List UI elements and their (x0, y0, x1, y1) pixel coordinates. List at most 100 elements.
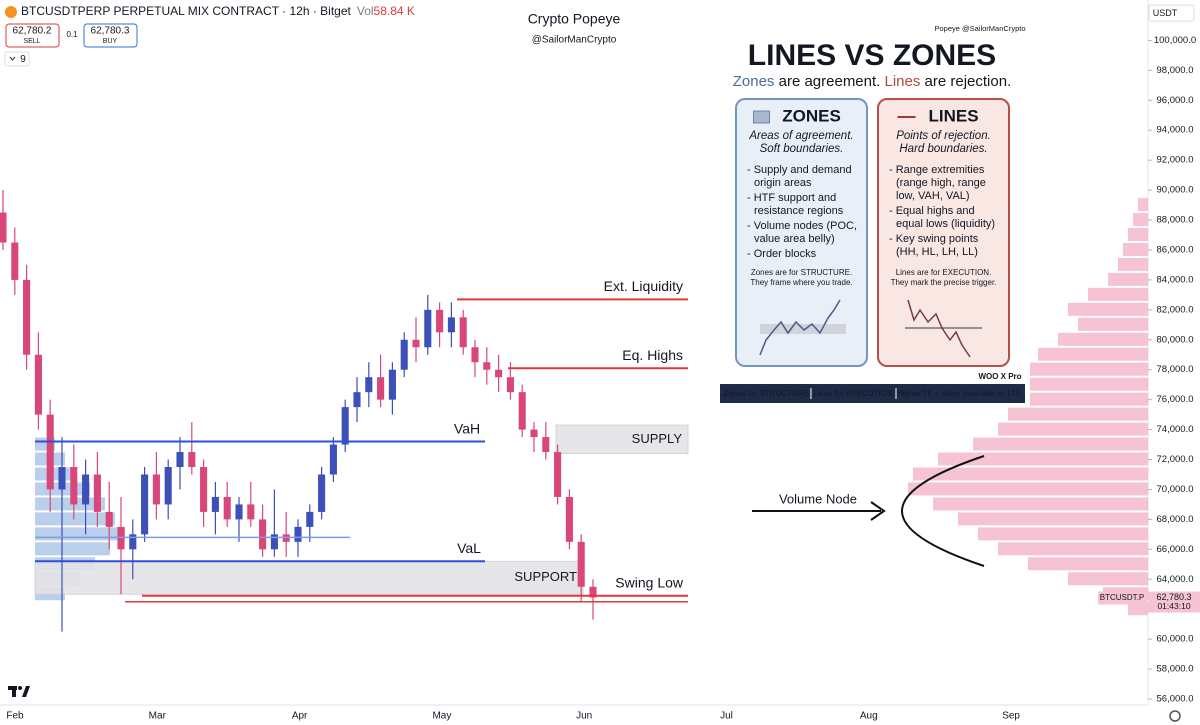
card (877, 98, 1010, 367)
logo-part (12, 686, 16, 697)
x-tick-label: Apr (292, 711, 308, 722)
card-tagline: Hard boundaries. (899, 143, 987, 155)
chevron (9, 56, 16, 61)
card-tagline: Soft boundaries. (760, 143, 844, 155)
profile-bar (908, 482, 1148, 496)
tv-logo (8, 686, 30, 697)
profile-bar (1118, 257, 1148, 271)
card-bullet: resistance regions (754, 205, 844, 217)
candle-body (34, 354, 42, 415)
profile-bar (998, 542, 1148, 556)
candle-body (188, 452, 196, 468)
indicator-toggle[interactable] (4, 51, 30, 67)
candle-body (388, 369, 396, 400)
sell-label: SELL (23, 38, 40, 45)
candle-body (141, 474, 149, 535)
y-tick-label: 84,000.0 (1157, 274, 1194, 285)
y-tick-label: 88,000.0 (1157, 215, 1194, 226)
candle-body (471, 347, 479, 363)
x-tick-label: Aug (860, 711, 878, 722)
buy-price: 62,780.3 (91, 26, 130, 37)
x-tick-label: Sep (1002, 711, 1020, 722)
card-bullet: - Order blocks (747, 248, 817, 260)
profile-bar (1088, 287, 1148, 301)
card-footer: Zones are for STRUCTURE. (751, 268, 852, 277)
candle-body (400, 339, 408, 370)
card-title: LINES (928, 106, 978, 125)
x-tick-label: May (432, 711, 451, 722)
candle-body (542, 437, 550, 453)
candle-body (259, 519, 267, 550)
candle-body (164, 467, 172, 505)
sell-button[interactable] (5, 23, 60, 48)
x-tick-label: Mar (149, 711, 167, 722)
card (735, 98, 868, 367)
infographic-title: LINES VS ZONES (748, 39, 996, 72)
y-tick-label: 64,000.0 (1157, 574, 1194, 585)
profile-bar (1123, 242, 1148, 256)
candle-body (412, 339, 420, 348)
candle-body (294, 526, 302, 542)
zone (34, 560, 584, 595)
y-tick-label: 78,000.0 (1157, 364, 1194, 375)
y-tick-label: 82,000.0 (1157, 304, 1194, 315)
profile-bar (35, 512, 115, 526)
x-tick-label: Jun (576, 711, 592, 722)
sketch-price (759, 299, 841, 356)
candle-body (365, 377, 373, 393)
card-bullet: value area belly) (754, 233, 835, 245)
zone (555, 424, 689, 455)
y-tick-label: 100,000.0 (1154, 35, 1196, 46)
card-bullet: - Volume nodes (POC, (747, 220, 857, 232)
candle-body (589, 586, 597, 598)
card-bullet: - Key swing points (889, 233, 979, 245)
y-tick-label: 56,000.0 (1157, 694, 1194, 705)
candle-body (11, 242, 19, 280)
candle-body (447, 317, 455, 333)
profile-bar (1068, 302, 1148, 316)
price-tag-text: 62,780.3 (1156, 592, 1191, 602)
candle-body (318, 474, 326, 512)
candle-body (23, 279, 31, 355)
candle-body (495, 369, 503, 378)
candle-body (46, 414, 54, 490)
candle-body (506, 377, 514, 393)
level-label: VaH (454, 420, 480, 436)
candle-body (565, 496, 573, 542)
y-tick-label: 60,000.0 (1157, 634, 1194, 645)
subtitle-part: Lines (885, 73, 921, 90)
vol-value: 58.84 K (374, 4, 415, 18)
y-tick-label: 96,000.0 (1157, 95, 1194, 106)
vol-label: Vol (357, 4, 374, 18)
y-tick-label: 74,000.0 (1157, 424, 1194, 435)
settings-icon[interactable] (1169, 710, 1181, 722)
candle-body (518, 392, 526, 430)
indicator-count: 9 (20, 54, 26, 65)
buy-button[interactable] (83, 23, 138, 48)
profile-bar (998, 362, 1148, 376)
y-tick-label: 86,000.0 (1157, 244, 1194, 255)
profile-bar (958, 512, 1148, 526)
candle-body (436, 309, 444, 333)
card-footer: Lines are for EXECUTION. (896, 268, 992, 277)
y-tick-label: 66,000.0 (1157, 544, 1194, 555)
watermark-name: Crypto Popeye (528, 11, 621, 27)
y-tick-label: 58,000.0 (1157, 664, 1194, 675)
subtitle-part: Zones (733, 73, 775, 90)
credit: Popeye @SailorManCrypto (935, 24, 1026, 33)
profile-bar (1058, 332, 1148, 346)
card-bullet: low, VAH, VAL) (896, 190, 970, 202)
brand: WOO X Pro (978, 372, 1021, 381)
candle-body (424, 309, 432, 348)
candle-body (152, 474, 160, 505)
countdown: 01:43:10 (1157, 601, 1190, 611)
card-bullet: - HTF support and (747, 192, 836, 204)
profile-bar (1138, 198, 1148, 212)
profile-bar (35, 527, 125, 541)
currency-button[interactable] (1148, 4, 1195, 22)
profile-bar (1128, 602, 1148, 616)
level-label: VaL (457, 540, 481, 556)
profile-bar (978, 527, 1148, 541)
card-bullet: origin areas (754, 177, 812, 189)
candle-body (223, 496, 231, 520)
